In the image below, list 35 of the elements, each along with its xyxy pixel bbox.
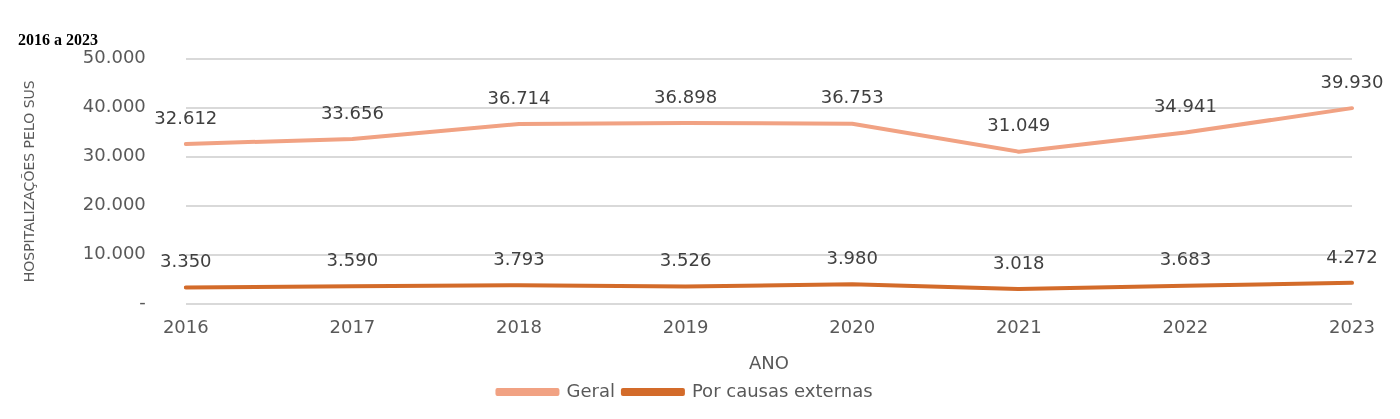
data-label: 34.941 [1153, 95, 1217, 117]
x-tick-label: 2018 [496, 316, 542, 338]
y-tick-label: 50.000 [82, 46, 146, 68]
y-tick-label: 20.000 [82, 193, 146, 215]
x-tick-label: 2022 [1162, 316, 1209, 338]
data-label: 3.980 [826, 246, 878, 268]
data-label: 3.526 [659, 249, 712, 271]
data-label: 4.272 [1326, 245, 1378, 267]
y-tick-label: 10.000 [82, 242, 146, 264]
data-label: 31.049 [987, 114, 1051, 136]
data-label: 39.930 [1320, 70, 1384, 92]
data-label: 32.612 [154, 106, 218, 128]
x-tick-label: 2021 [995, 316, 1042, 338]
y-tick-label: 30.000 [82, 144, 146, 166]
data-label: 3.350 [160, 250, 212, 272]
data-label: 3.018 [993, 251, 1045, 273]
x-tick-label: 2020 [829, 316, 876, 338]
legend-label: Geral [566, 379, 615, 401]
y-axis-title: HOSPITALIZAÇÕES PELO SUS [21, 80, 38, 283]
data-label: 36.898 [654, 85, 718, 107]
y-tick-label: 40.000 [82, 95, 146, 117]
y-tick-label: - [139, 291, 146, 313]
x-tick-label: 2019 [662, 316, 709, 338]
x-axis-title: ANO [748, 351, 789, 373]
data-label: 33.656 [320, 101, 384, 123]
x-tick-label: 2016 [162, 316, 209, 338]
data-label: 36.753 [820, 86, 884, 108]
legend-label: Por causas externas [691, 379, 873, 401]
x-tick-label: 2023 [1329, 316, 1375, 338]
data-label: 3.590 [326, 248, 379, 270]
data-label: 36.714 [487, 86, 551, 108]
x-tick-label: 2017 [329, 316, 376, 338]
text: 2016 a 2023 [18, 31, 98, 49]
data-label: 3.683 [1159, 248, 1212, 270]
data-label: 3.793 [493, 247, 545, 269]
